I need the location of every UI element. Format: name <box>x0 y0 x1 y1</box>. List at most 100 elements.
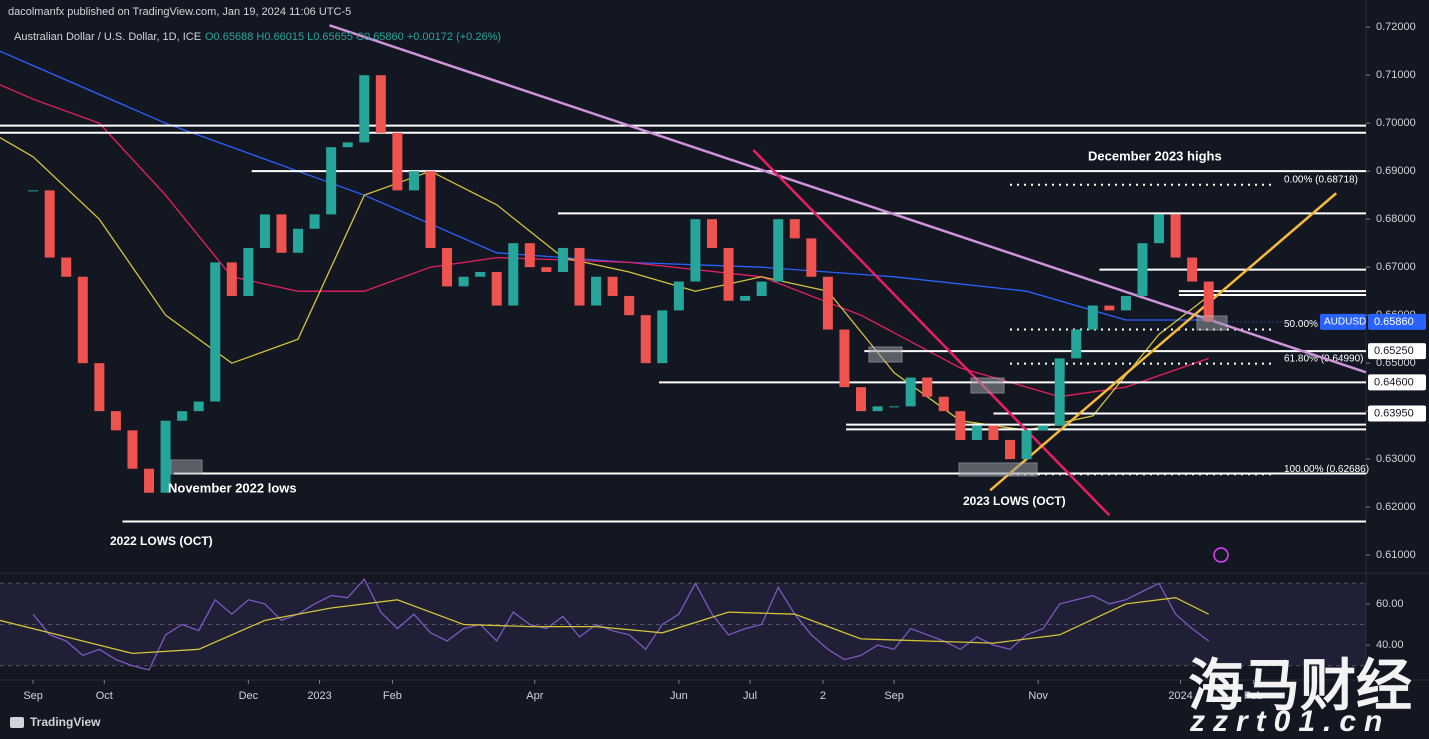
candle <box>855 387 866 412</box>
ohlc: O0.65688 H0.66015 L0.65655 C0.65860 +0.0… <box>205 31 501 43</box>
level-label-box <box>1368 405 1426 422</box>
candle <box>1038 425 1049 431</box>
symbol: Australian Dollar / U.S. Dollar, 1D, ICE <box>14 31 201 43</box>
candle <box>740 295 751 301</box>
footer-brand: TradingView <box>30 715 101 729</box>
candle <box>1203 281 1214 322</box>
candle <box>905 377 916 407</box>
y-tick-label: 0.67000 <box>1376 261 1416 273</box>
candle <box>574 247 585 306</box>
annotation: 2022 LOWS (OCT) <box>110 534 213 548</box>
candle <box>442 247 453 287</box>
rsi-line <box>0 597 1209 655</box>
level-label-box <box>1368 374 1426 391</box>
candle <box>839 329 850 388</box>
rsi-tick-label: 60.00 <box>1376 598 1404 610</box>
publisher: dacolmanfx published on TradingView.com,… <box>8 6 351 18</box>
x-tick-label: Apr <box>526 690 543 702</box>
y-tick-label: 0.71000 <box>1376 69 1416 81</box>
candle <box>408 171 419 191</box>
candle <box>1170 214 1181 258</box>
candle <box>690 219 701 282</box>
candle <box>160 420 171 493</box>
x-tick-label: Oct <box>96 690 113 702</box>
candle <box>259 214 270 248</box>
candle <box>1021 430 1032 460</box>
annotation: November 2022 lows <box>168 480 297 495</box>
candle <box>541 267 552 272</box>
candle <box>326 147 337 215</box>
candle <box>723 247 734 301</box>
candle <box>392 132 403 191</box>
candle <box>955 411 966 440</box>
candle <box>144 468 155 493</box>
candle <box>1120 295 1131 311</box>
candle <box>1137 243 1148 296</box>
fib-label: 100.00% (0.62686) <box>1284 464 1369 475</box>
x-tick-label: Jun <box>670 690 688 702</box>
tv-logo <box>10 717 24 728</box>
y-tick-label: 0.61000 <box>1376 549 1416 561</box>
x-tick-label: 2024 <box>1168 690 1192 702</box>
highlight-box <box>868 346 903 363</box>
candle <box>491 271 502 306</box>
replay-icon[interactable] <box>1213 547 1229 563</box>
candle <box>524 243 535 268</box>
candle <box>243 247 254 296</box>
x-tick-label: 2 <box>820 690 826 702</box>
candle <box>210 262 221 402</box>
candle <box>508 243 519 306</box>
candle <box>61 257 72 277</box>
candle <box>789 219 800 239</box>
candle <box>425 171 436 248</box>
candle <box>28 190 39 192</box>
candle <box>1087 305 1098 330</box>
candle <box>94 363 105 412</box>
y-tick-label: 0.69000 <box>1376 165 1416 177</box>
y-tick-label: 0.70000 <box>1376 117 1416 129</box>
candle <box>359 75 370 143</box>
candle <box>110 411 121 431</box>
last-price-box <box>1368 313 1426 330</box>
trendline <box>989 192 1338 492</box>
candle <box>1104 305 1115 311</box>
candle <box>127 430 138 469</box>
highlight-box <box>1196 315 1228 331</box>
symbol-tag: AUDUSD <box>1324 317 1366 328</box>
highlight-box <box>170 459 203 475</box>
candle <box>988 425 999 440</box>
candle <box>922 377 933 397</box>
candle <box>706 219 717 248</box>
candle <box>342 142 353 148</box>
rsi-tick-label: 40.00 <box>1376 639 1404 651</box>
last-price-label: 0.65860 <box>1374 316 1414 328</box>
x-tick-label: Sep <box>23 690 43 702</box>
x-tick-label: Feb <box>383 690 402 702</box>
candle <box>276 214 287 253</box>
y-tick-label: 0.72000 <box>1376 21 1416 33</box>
candle <box>475 271 486 277</box>
x-tick-label: Dec <box>239 690 259 702</box>
candle <box>458 276 469 287</box>
candle <box>1154 214 1165 244</box>
candle <box>1187 257 1198 282</box>
highlight-box <box>970 377 1005 394</box>
level-label: 0.65250 <box>1374 345 1414 357</box>
candle <box>1005 439 1016 460</box>
y-tick-label: 0.65000 <box>1376 357 1416 369</box>
candle <box>756 281 767 296</box>
candle <box>640 315 651 364</box>
candle <box>806 238 817 277</box>
fib-label: 0.00% (0.68718) <box>1284 174 1358 185</box>
y-tick-label: 0.68000 <box>1376 213 1416 225</box>
rsi-line <box>32 577 1210 671</box>
candle <box>657 310 668 364</box>
candle <box>822 276 833 330</box>
watermark-site: zzrt01.cn <box>1189 705 1390 738</box>
candle <box>889 406 900 408</box>
candle <box>591 276 602 306</box>
candle <box>607 276 618 296</box>
